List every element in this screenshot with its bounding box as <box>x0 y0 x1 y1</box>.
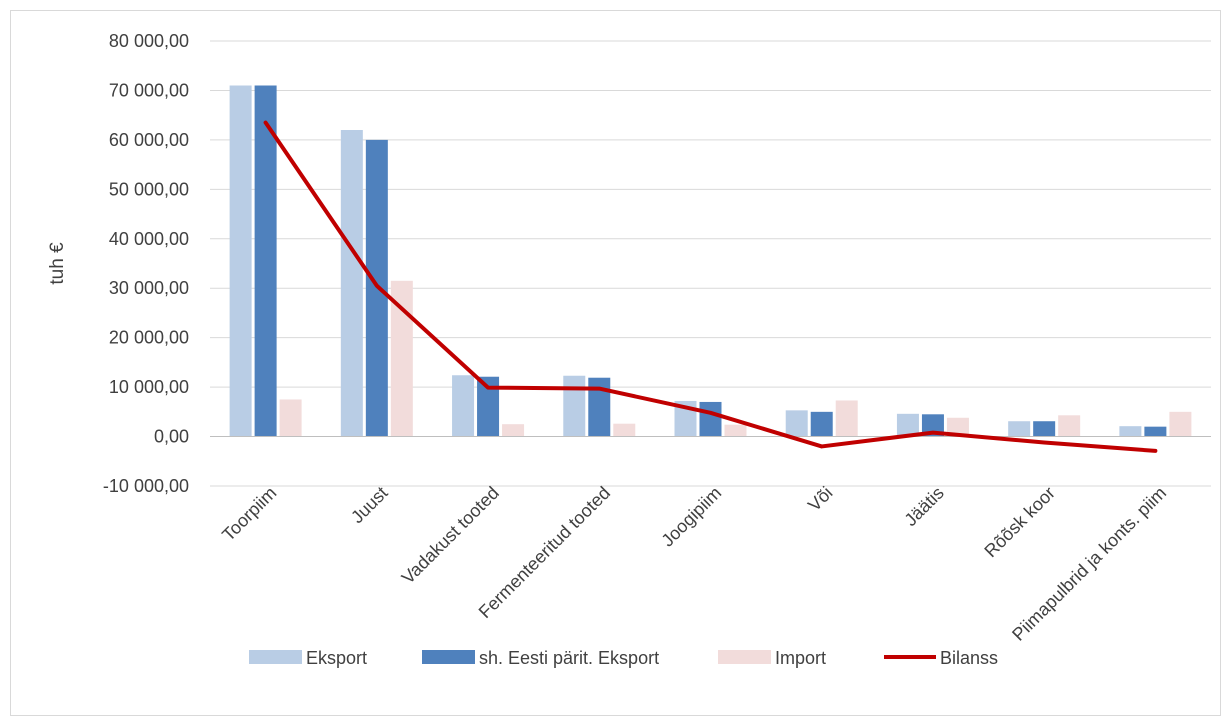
legend-swatch <box>422 650 475 664</box>
bars <box>229 85 1192 437</box>
bar-2-3 <box>477 376 500 437</box>
category-label: Vadakust tooted <box>398 483 503 588</box>
bar-1-8 <box>1008 421 1031 437</box>
bar-1-9 <box>1119 426 1142 437</box>
bar-2-4 <box>588 377 611 437</box>
category-label: Rõõsk koor <box>980 483 1059 562</box>
bar-2-6 <box>810 411 833 437</box>
legend-swatch <box>718 650 771 664</box>
bar-2-5 <box>699 401 722 437</box>
y-tick-label: 40 000,00 <box>109 229 189 249</box>
legend-label: Import <box>775 648 826 668</box>
y-tick-label: 10 000,00 <box>109 377 189 397</box>
legend-label: sh. Eesti pärit. Eksport <box>479 648 659 668</box>
bar-3-9 <box>1169 411 1192 437</box>
legend-label: Eksport <box>306 648 367 668</box>
chart-svg: -10 000,00 0,00 10 000,00 20 000,00 30 000,0… <box>47 31 1211 668</box>
y-tick-label: 80 000,00 <box>109 31 189 51</box>
y-tick-label: 30 000,00 <box>109 278 189 298</box>
bar-3-1 <box>279 399 302 437</box>
legend-swatch <box>249 650 302 664</box>
bar-3-6 <box>835 400 858 437</box>
bar-1-2 <box>340 130 363 437</box>
bar-3-3 <box>502 424 525 437</box>
bar-3-4 <box>613 423 636 437</box>
category-label: Jäätis <box>900 483 947 530</box>
chart-frame: -10 000,00 0,00 10 000,00 20 000,00 30 000,0… <box>10 10 1221 716</box>
bar-3-7 <box>946 417 969 437</box>
legend-label: Bilanss <box>940 648 998 668</box>
bar-2-7 <box>921 414 944 437</box>
y-tick-label: 70 000,00 <box>109 80 189 100</box>
bar-2-8 <box>1033 421 1056 437</box>
category-label: Või <box>804 483 837 516</box>
category-labels: Toorpiim Juust Vadakust tootedFermenteerit… <box>218 483 1170 645</box>
category-label: Toorpiim <box>218 483 280 545</box>
category-label: Juust <box>347 483 392 528</box>
y-tick-label: 0,00 <box>154 427 189 447</box>
bar-2-9 <box>1144 426 1167 437</box>
y-tick-label: 50 000,00 <box>109 179 189 199</box>
y-tick-labels: -10 000,00 0,00 10 000,00 20 000,00 30 000,0… <box>103 31 189 496</box>
y-tick-label: -10 000,00 <box>103 476 189 496</box>
bar-2-1 <box>254 85 277 437</box>
bar-1-6 <box>785 410 808 437</box>
y-tick-label: 60 000,00 <box>109 130 189 150</box>
bar-1-7 <box>896 413 919 437</box>
bar-1-4 <box>563 375 586 437</box>
bar-1-3 <box>452 375 475 437</box>
y-tick-label: 20 000,00 <box>109 328 189 348</box>
category-label: Joogipiim <box>657 483 725 551</box>
series-line <box>263 120 1158 453</box>
bar-1-1 <box>229 85 252 437</box>
legend: Eksport sh. Eesti pärit. Eksport Import Bil… <box>249 648 998 668</box>
y-axis-label: tuh € <box>47 242 68 285</box>
series-lines <box>263 120 1158 453</box>
bar-3-5 <box>724 424 747 437</box>
bar-3-8 <box>1058 415 1081 437</box>
bar-3-2 <box>390 280 413 437</box>
